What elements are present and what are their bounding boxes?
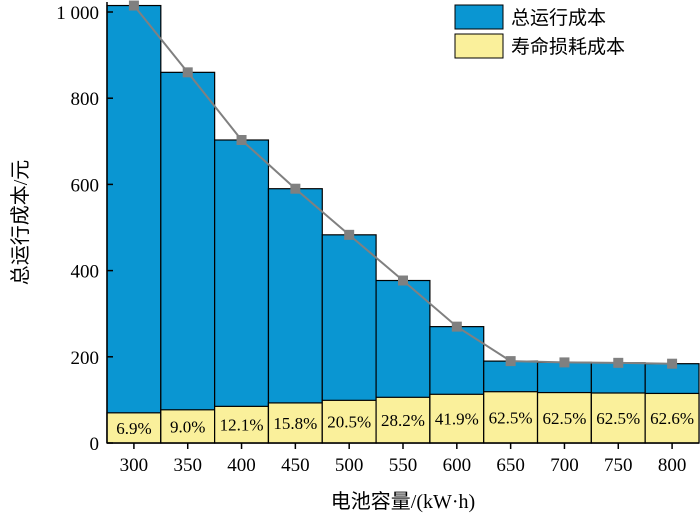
bar-total-350 xyxy=(160,71,216,444)
percent-label-300: 6.9% xyxy=(116,419,151,438)
bar-loss-750 xyxy=(590,392,646,444)
percent-label-500: 20.5% xyxy=(327,413,371,432)
x-tick-label-750: 750 xyxy=(604,455,633,476)
line-marker-550 xyxy=(398,275,408,286)
line-marker-400 xyxy=(236,135,247,146)
axes-layer: 0 200 400 600 800 1 000 300 350 400 450 500 550 600 6… xyxy=(56,2,699,476)
x-tick-label-500: 500 xyxy=(335,455,364,476)
x-tick-label-300: 300 xyxy=(120,455,149,476)
legend-label-0: 总运行成本 xyxy=(511,7,606,29)
line-marker-750 xyxy=(613,357,624,368)
y-tick-label-1000: 1 000 xyxy=(56,3,99,24)
line-marker-450 xyxy=(290,183,301,194)
bar-total-300 xyxy=(106,4,162,444)
legend-label-1: 寿命损耗成本 xyxy=(511,36,625,58)
percent-label-800: 62.6% xyxy=(650,409,694,428)
x-tick-label-650: 650 xyxy=(496,455,525,476)
bar-total-450 xyxy=(267,188,323,444)
legend-swatch-1 xyxy=(454,33,504,59)
y-tick-label-600: 600 xyxy=(71,175,100,196)
line-marker-500 xyxy=(344,229,355,240)
percent-label-450: 15.8% xyxy=(273,414,317,433)
bar-loss-350 xyxy=(160,409,216,444)
percent-label-350: 9.0% xyxy=(170,417,205,436)
line-marker-700 xyxy=(559,357,570,368)
percent-label-550: 28.2% xyxy=(381,411,425,430)
percent-label-650: 62.5% xyxy=(489,408,533,427)
percent-label-750: 62.5% xyxy=(596,409,640,428)
x-tick-label-800: 800 xyxy=(658,455,687,476)
percent-label-700: 62.5% xyxy=(542,409,586,428)
x-tick-label-600: 600 xyxy=(443,455,472,476)
legend-swatch-0 xyxy=(454,4,504,30)
x-tick-label-550: 550 xyxy=(389,455,418,476)
line-marker-300 xyxy=(128,0,139,11)
percent-label-400: 12.1% xyxy=(220,416,264,435)
x-tick-label-400: 400 xyxy=(227,455,256,476)
y-tick-label-800: 800 xyxy=(71,89,100,110)
x-tick-label-450: 450 xyxy=(281,455,310,476)
y-tick-label-0: 0 xyxy=(90,434,100,455)
y-axis-title: 总运行成本/元 xyxy=(9,160,32,286)
line-marker-800 xyxy=(667,358,678,369)
line-layer xyxy=(128,0,678,369)
x-tick-label-700: 700 xyxy=(550,455,579,476)
bars-layer xyxy=(106,4,700,444)
percent-labels-layer: 6.9% 9.0% 12.1% 15.8% 20.5% 28.2% 41.9% 62.5% 62… xyxy=(116,408,694,438)
line-marker-650 xyxy=(505,356,516,367)
y-tick-label-400: 400 xyxy=(71,262,100,283)
x-tick-label-350: 350 xyxy=(173,455,202,476)
line-marker-350 xyxy=(182,67,193,78)
x-axis-title: 电池容量/(kW·h) xyxy=(331,490,475,513)
y-tick-label-200: 200 xyxy=(71,348,100,369)
bar-total-400 xyxy=(214,139,270,444)
bar-loss-800 xyxy=(644,392,700,444)
percent-label-600: 41.9% xyxy=(435,410,479,429)
line-marker-600 xyxy=(451,321,462,332)
